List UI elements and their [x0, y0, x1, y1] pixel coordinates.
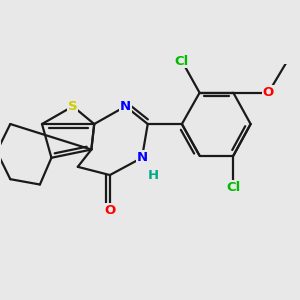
Text: O: O: [104, 204, 116, 217]
Text: Cl: Cl: [175, 55, 189, 68]
Text: H: H: [148, 169, 159, 182]
Text: O: O: [263, 86, 274, 99]
Text: S: S: [68, 100, 78, 113]
Text: Cl: Cl: [226, 181, 241, 194]
Text: N: N: [120, 100, 131, 113]
Text: N: N: [136, 151, 148, 164]
